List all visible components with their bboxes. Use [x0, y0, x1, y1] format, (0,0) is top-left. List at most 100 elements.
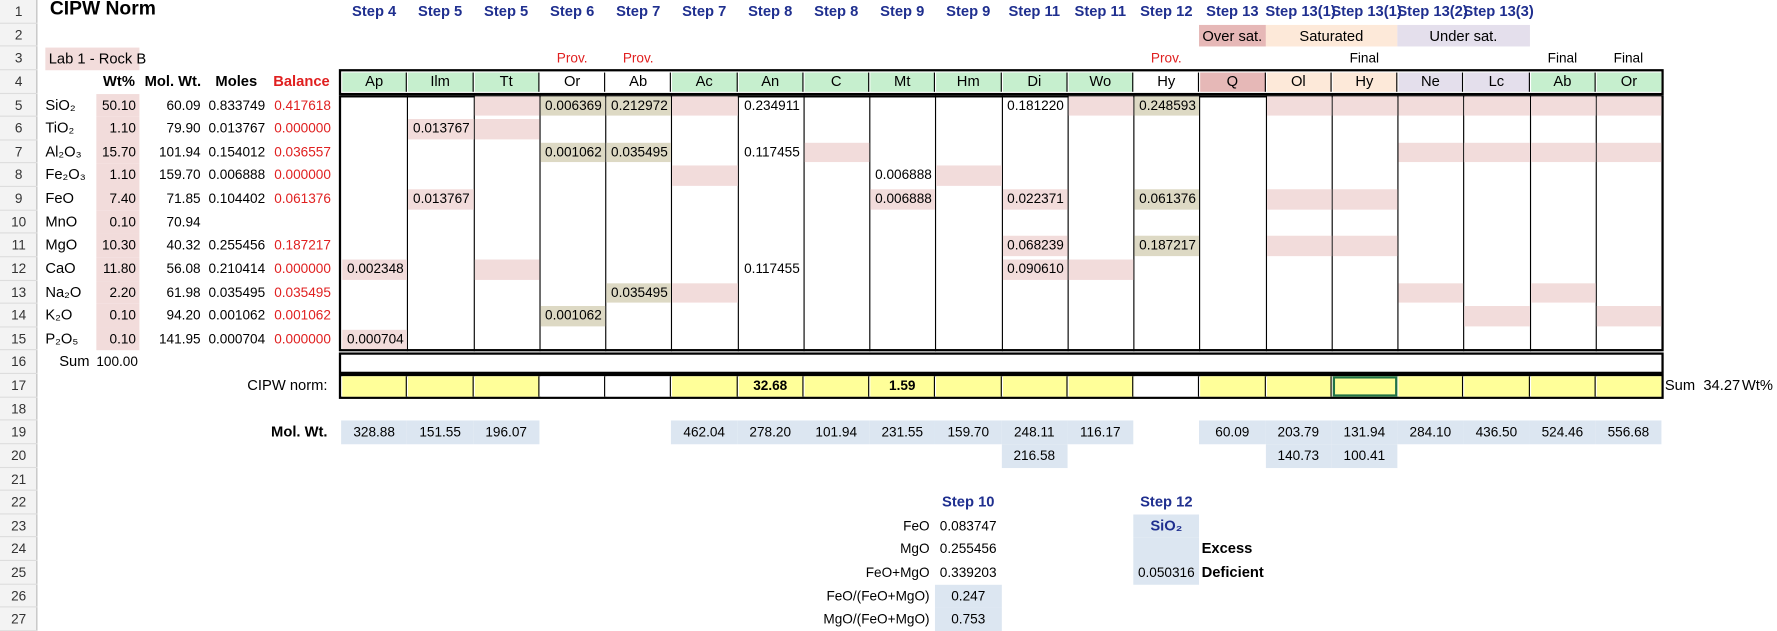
mineral-header: Ac: [672, 72, 738, 92]
step-header: Step 11: [1008, 2, 1061, 20]
mineral-cell: 0.117455: [744, 143, 800, 160]
wt-percent: 2.20: [96, 280, 140, 304]
norm-cell: [606, 376, 672, 397]
mineral-header: Ab: [1530, 72, 1596, 92]
molwt-cell: 60.09: [1199, 420, 1266, 445]
mineral-cell: 0.022371: [1002, 189, 1068, 210]
mineral-header: Q: [1200, 72, 1266, 92]
row16-frame: [338, 352, 1664, 375]
row-number: 9: [0, 187, 38, 211]
row-number: 27: [0, 608, 38, 631]
norm-cell: [1002, 376, 1068, 397]
moles: 0.035495: [208, 283, 266, 300]
molwt-cell: 100.41: [1331, 444, 1398, 468]
mineral-cell: [1266, 95, 1332, 116]
mineral-cell: [1266, 236, 1332, 257]
norm-cell: [936, 376, 1002, 397]
row-number: 18: [0, 397, 38, 421]
status-label: Prov.: [1150, 50, 1182, 67]
balance: 0.000000: [274, 120, 331, 137]
row-number: 5: [0, 94, 38, 117]
mineral-cell: 0.187217: [1134, 236, 1200, 257]
molwt-cell: 436.50: [1463, 420, 1530, 445]
column-line: [605, 94, 607, 352]
column-line: [407, 94, 409, 352]
saturation-label: Saturated: [1265, 24, 1398, 47]
step12-oxide: SiO₂: [1133, 514, 1200, 538]
balance: 0.187217: [274, 237, 331, 254]
mol-wt: 61.98: [166, 283, 201, 300]
step10-label: MgO: [900, 541, 930, 557]
mineral-cell: [1068, 259, 1134, 280]
mineral-header: An: [738, 72, 804, 92]
step12-title: Step 12: [1140, 493, 1193, 511]
mineral-header: Ilm: [408, 72, 474, 92]
balance: 0.417618: [274, 96, 331, 113]
mineral-cell: [1332, 189, 1398, 210]
mineral-cell: 0.006888: [875, 167, 932, 183]
norm-cell: [1200, 376, 1266, 397]
column-line: [671, 94, 673, 352]
balance: 0.001062: [274, 307, 331, 324]
mineral-cell: 0.001062: [540, 306, 606, 327]
step-header: Step 13(3): [1463, 2, 1534, 20]
step10-value: 0.339203: [939, 564, 997, 581]
step-header: Step 7: [682, 2, 727, 20]
mineral-cell: 0.006369: [540, 95, 606, 116]
mineral-cell: [936, 165, 1002, 186]
saturation-label: Over sat.: [1199, 24, 1266, 47]
status-label: Prov.: [622, 50, 654, 67]
mineral-cell: 0.117455: [744, 260, 800, 277]
wt-percent: 7.40: [96, 187, 140, 211]
balance: 0.036557: [274, 143, 331, 160]
step-header: Step 5: [418, 2, 463, 20]
column-line: [1265, 94, 1267, 352]
mineral-header: Hm: [936, 72, 1002, 92]
mineral-cell: [474, 259, 540, 280]
norm-cell: [1068, 376, 1134, 397]
column-line: [935, 94, 937, 352]
wt-percent: 50.10: [96, 93, 140, 117]
step-header: Step 12: [1140, 2, 1193, 20]
mineral-cell: [1332, 236, 1398, 257]
step12-value: [1133, 537, 1200, 562]
row-number: 22: [0, 491, 38, 515]
mineral-cell: 0.002348: [342, 259, 408, 280]
row-number: 7: [0, 140, 38, 164]
title: CIPW Norm: [49, 0, 156, 20]
mol-wt: 60.09: [166, 96, 201, 113]
mol-wt: 40.32: [166, 237, 201, 254]
step10-label: FeO: [903, 517, 930, 534]
row-number: 4: [0, 70, 38, 94]
moles: 0.104402: [208, 190, 266, 207]
mineral-cell: [1398, 282, 1464, 303]
sum-value: 100.00: [96, 354, 138, 370]
mineral-header: Hy: [1134, 72, 1200, 92]
molwt-cell: 524.46: [1529, 420, 1596, 445]
column-line: [473, 94, 475, 352]
column-line: [1595, 94, 1597, 352]
norm-cell: [540, 376, 606, 397]
mineral-cell: [672, 95, 738, 116]
mineral-header: Or: [1596, 72, 1662, 92]
mineral-header: Ne: [1398, 72, 1464, 92]
status-label: Final: [1547, 50, 1578, 67]
mineral-header: Di: [1002, 72, 1068, 92]
molwt-cell: 231.55: [869, 420, 936, 445]
balance: 0.035495: [274, 283, 331, 300]
row-number: 10: [0, 210, 38, 234]
sum-label: Sum: [59, 352, 90, 370]
norm-cell: 1.59: [870, 376, 936, 397]
mineral-cell: 0.013767: [408, 189, 474, 210]
row-number: 21: [0, 468, 38, 491]
mineral-cell: 0.212972: [606, 95, 672, 116]
mineral-cell: 0.061376: [1134, 189, 1200, 210]
column-header: Moles: [215, 72, 258, 90]
row-number: 26: [0, 584, 38, 608]
molwt-cell: 101.94: [803, 420, 870, 445]
mineral-cell: 0.234911: [744, 96, 800, 113]
row-number: 20: [0, 444, 38, 468]
oxide-name: TiO₂: [45, 119, 75, 137]
wt-percent: 0.10: [96, 303, 140, 328]
molwt-cell: 248.11: [1001, 420, 1068, 445]
